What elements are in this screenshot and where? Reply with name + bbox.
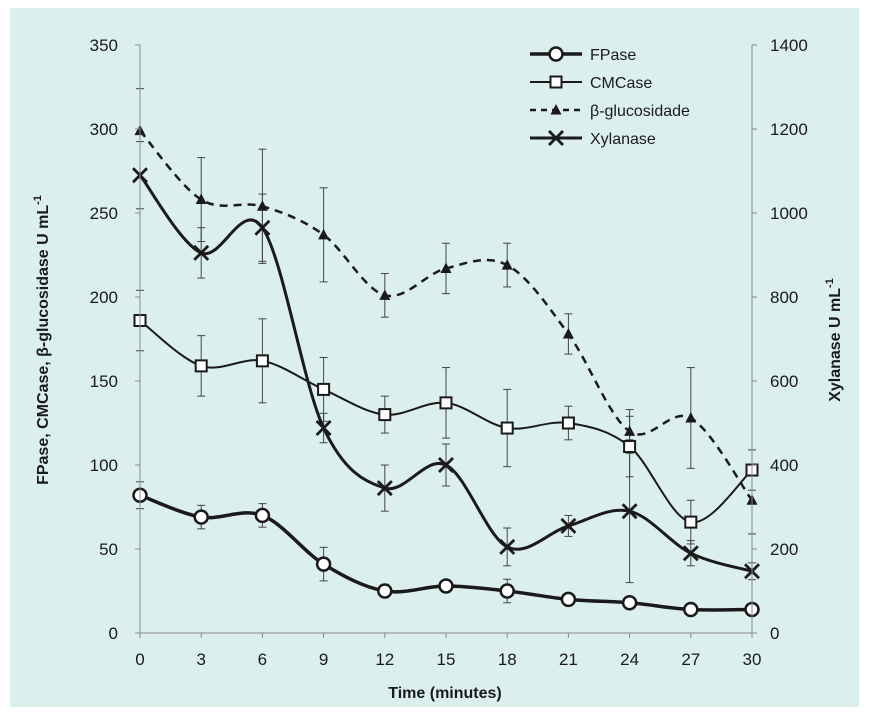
left-axis-title: FPase, CMCase, β-glucosidase U mL-1 — [32, 195, 52, 485]
cmcase-point — [439, 396, 453, 410]
cmcase-point — [684, 515, 698, 529]
beta-glucosidade-point — [256, 200, 268, 211]
legend-label-beta-glucosidade: β-glucosidade — [590, 103, 690, 120]
x-axis-title: Time (minutes) — [388, 685, 502, 702]
right-tick-label: 1000 — [770, 204, 808, 223]
left-tick-label: 350 — [90, 36, 118, 55]
fpase-point — [621, 595, 638, 611]
beta-glucosidade-point — [440, 262, 452, 273]
left-axis-title-text: FPase, CMCase, β-glucosidase U mL — [35, 205, 52, 485]
beta-glucosidade-point — [379, 289, 391, 300]
left-tick-label: 200 — [90, 288, 118, 307]
x-tick-label: 15 — [437, 650, 456, 669]
fpase-point — [315, 556, 332, 572]
left-tick-label: 300 — [90, 120, 118, 139]
right-axis-title: Xylanase U mL-1 — [824, 278, 844, 402]
axes — [135, 44, 757, 638]
right-tick-label: 1200 — [770, 120, 808, 139]
beta-glucosidade-line — [139, 129, 754, 502]
xylanase-point — [438, 457, 454, 473]
cmcase-point — [623, 440, 637, 454]
beta-glucosidade-point — [318, 228, 330, 240]
cmcase-point — [561, 416, 575, 430]
xylanase-point — [621, 503, 638, 520]
legend: FPase CMCase β-glucosidade Xylanase — [530, 46, 690, 148]
legend-label-xylanase: Xylanase — [590, 131, 656, 148]
beta-glucosidade-point — [562, 327, 574, 339]
right-tick-label: 800 — [770, 288, 798, 307]
left-tick-label: 150 — [90, 372, 118, 391]
right-axis-title-sup: -1 — [824, 278, 836, 288]
x-tick-label: 3 — [196, 650, 205, 669]
series-markers — [132, 124, 760, 618]
cmcase-point — [194, 359, 208, 373]
fpase-point — [193, 509, 209, 525]
x-tick-label: 12 — [375, 650, 394, 669]
x-tick-label: 24 — [620, 650, 639, 669]
fpase-point — [560, 591, 577, 608]
left-tick-label: 250 — [90, 204, 118, 223]
fpase-point — [254, 507, 271, 524]
cmcase-point — [500, 421, 514, 435]
xylanase-point — [376, 480, 393, 497]
xylanase-point — [254, 219, 271, 236]
legend-label-fpase: FPase — [590, 47, 636, 64]
beta-glucosidade-point — [685, 411, 697, 423]
tick-labels: 0501001502002503003500200400600800100012… — [90, 36, 808, 669]
left-tick-label: 50 — [99, 540, 118, 559]
beta-glucosidade-point — [501, 259, 513, 270]
legend-marker-xylanase — [548, 130, 564, 146]
right-tick-label: 600 — [770, 372, 798, 391]
xylanase-point — [193, 244, 210, 261]
x-tick-label: 9 — [319, 650, 328, 669]
legend-marker-fpase — [548, 46, 564, 62]
plot-background — [10, 8, 859, 707]
x-tick-label: 30 — [743, 650, 762, 669]
xylanase-point — [315, 420, 332, 437]
left-axis-title-sup: -1 — [32, 195, 44, 205]
x-tick-label: 21 — [559, 650, 578, 669]
legend-label-cmcase: CMCase — [590, 75, 652, 92]
right-tick-label: 400 — [770, 456, 798, 475]
left-tick-label: 100 — [90, 456, 118, 475]
right-tick-label: 0 — [770, 624, 779, 643]
beta-glucosidade-point — [624, 425, 636, 436]
cmcase-point — [317, 382, 331, 396]
x-tick-label: 27 — [681, 650, 700, 669]
xylanase-point — [499, 538, 516, 555]
fpase-point — [499, 583, 515, 599]
cmcase-point — [255, 354, 269, 368]
cmcase-point — [378, 408, 392, 422]
fpase-point — [377, 583, 393, 599]
right-tick-label: 200 — [770, 540, 798, 559]
legend-marker-beta-glucosidade — [550, 104, 562, 115]
left-tick-label: 0 — [109, 624, 118, 643]
legend-marker-cmcase — [549, 75, 563, 89]
x-tick-label: 18 — [498, 650, 517, 669]
beta-glucosidade-point — [195, 193, 207, 205]
xylanase-point — [682, 545, 699, 562]
right-tick-label: 1400 — [770, 36, 808, 55]
x-tick-label: 0 — [135, 650, 144, 669]
xylanase-point — [560, 517, 577, 534]
x-tick-label: 6 — [258, 650, 267, 669]
fpase-point — [438, 578, 454, 594]
fpase-point — [683, 601, 699, 618]
right-axis-title-text: Xylanase U mL — [827, 288, 844, 402]
